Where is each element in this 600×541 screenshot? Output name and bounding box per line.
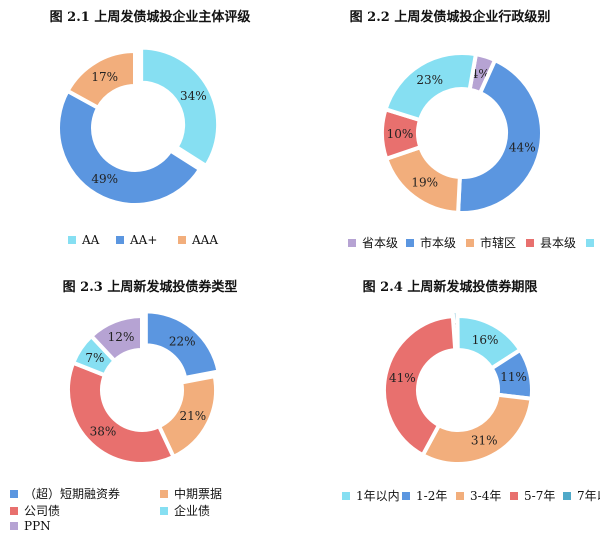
pie-slice [143, 309, 221, 381]
legend-swatch [348, 238, 356, 247]
legend-item: 园区 [586, 234, 600, 251]
legend-swatch [178, 236, 186, 244]
slice-data-label: 22% [169, 334, 196, 348]
legend-item: 5-7年 [510, 487, 555, 504]
legend-item: 中期票据 [160, 485, 222, 502]
pie-slice [64, 48, 137, 111]
legend-label: （超）短期融资券 [24, 487, 121, 501]
slice-data-label: 31% [471, 434, 498, 448]
legend-swatch [10, 489, 18, 498]
donut-chart-bond-type: 22% 21% 38% 7% 12% [66, 309, 221, 466]
legend-label: 中期票据 [174, 487, 223, 501]
legend-label: 1年以内 [356, 489, 400, 503]
chart-panel-rating: 图 2.1 上周发债城投企业主体评级 34% 49% 17% AA AA+ AAA [0, 0, 300, 270]
legend-swatch [116, 236, 124, 244]
legend-swatch [10, 506, 18, 515]
legend-swatch [68, 236, 76, 244]
legend-swatch [563, 491, 571, 500]
legend-swatch [342, 491, 350, 500]
legend-swatch [406, 238, 414, 247]
slice-data-label: 16% [472, 333, 499, 347]
slice-data-label: 44% [509, 141, 536, 155]
pie-slice [420, 392, 534, 466]
chart-panel-admin-level: 图 2.2 上周发债城投企业行政级别 4% 44% 19% 10% 23% 省本级 市本级… [300, 0, 600, 270]
legend-label: 7年以上 [577, 489, 600, 503]
slice-data-label: 12% [108, 330, 135, 344]
legend-label: PPN [24, 519, 51, 533]
legend-label: 省本级 [362, 236, 399, 250]
slice-data-label: 7% [85, 351, 104, 365]
legend-item: 3-4年 [456, 487, 501, 504]
donut-chart-admin-level: 4%44%19%10%23% [380, 51, 544, 216]
legend-swatch [10, 522, 18, 530]
legend-item: 市本级 [406, 234, 456, 251]
chart-title: 图 2.3 上周新发城投债券类型 [62, 280, 238, 295]
slice-data-label: 11% [500, 370, 527, 384]
legend-swatch [466, 238, 474, 247]
slice-data-label: 10% [387, 127, 414, 141]
legend-label: 1-2年 [416, 489, 448, 503]
legend-item: 省本级 [348, 234, 398, 251]
legend-item: 公司债 [10, 502, 60, 519]
slice-data-label: 34% [180, 89, 207, 103]
legend-label: 市本级 [420, 236, 457, 250]
legend-label: 县本级 [540, 236, 577, 250]
legend-item: 1年以内 [342, 487, 400, 504]
legend-swatch [510, 491, 518, 500]
chart-panel-bond-term: 图 2.4 上周新发城投债券期限 1%16%11%31%41% 1年以内1-2年… [300, 270, 600, 540]
chart-title: 图 2.4 上周新发城投债券期限 [362, 280, 538, 295]
legend-swatch [526, 238, 534, 247]
legend-swatch [402, 491, 410, 500]
legend-label: 3-4年 [470, 489, 502, 503]
slice-data-label: 19% [411, 176, 438, 190]
slice-data-label: 17% [91, 70, 118, 84]
donut-chart-bond-term: 1%16%11%31%41% [382, 308, 534, 466]
legend-item: （超）短期融资券 [10, 485, 120, 502]
legend-item: PPN [10, 519, 51, 533]
legend-item: AAA [178, 233, 218, 247]
slice-data-label: 21% [179, 409, 206, 423]
pie-slice [88, 313, 144, 364]
legend-swatch [456, 491, 464, 500]
legend-label: AA [82, 233, 100, 247]
slice-data-label: 49% [91, 172, 118, 186]
legend-swatch [586, 238, 594, 247]
slice-data-label: 23% [416, 73, 443, 87]
pie-slice [66, 360, 177, 466]
donut-chart-rating: 34% 49% 17% [56, 45, 221, 207]
legend-item: 县本级 [526, 234, 576, 251]
chart-title: 图 2.2 上周发债城投企业行政级别 [349, 10, 551, 25]
legend-label: 企业债 [174, 504, 211, 518]
legend-item: AA [68, 233, 99, 247]
legend-item: 1-2年 [402, 487, 447, 504]
chart-title: 图 2.1 上周发债城投企业主体评级 [49, 10, 251, 25]
legend-item: 7年以上 [563, 487, 600, 504]
pie-slice [383, 51, 479, 123]
pie-slice [139, 45, 221, 169]
legend-swatch [160, 489, 168, 498]
slice-data-label: 41% [389, 371, 416, 385]
legend-label: AA+ [130, 233, 158, 247]
chart-panel-bond-type: 图 2.3 上周新发城投债券类型 22% 21% 38% 7% 12% （超）短期融资券… [0, 270, 300, 540]
legend-label: 公司债 [24, 504, 61, 518]
pie-slice [382, 314, 458, 458]
legend-label: 5-7年 [524, 489, 556, 503]
slice-data-label: 38% [90, 425, 117, 439]
legend-item: 企业债 [160, 502, 210, 519]
pie-slice [56, 88, 203, 207]
pie-slice [455, 57, 544, 215]
legend-label: 市辖区 [480, 236, 517, 250]
legend-label: AAA [192, 233, 218, 247]
legend-swatch [160, 506, 168, 515]
legend-item: AA+ [116, 233, 157, 247]
legend-item: 市辖区 [466, 234, 516, 251]
